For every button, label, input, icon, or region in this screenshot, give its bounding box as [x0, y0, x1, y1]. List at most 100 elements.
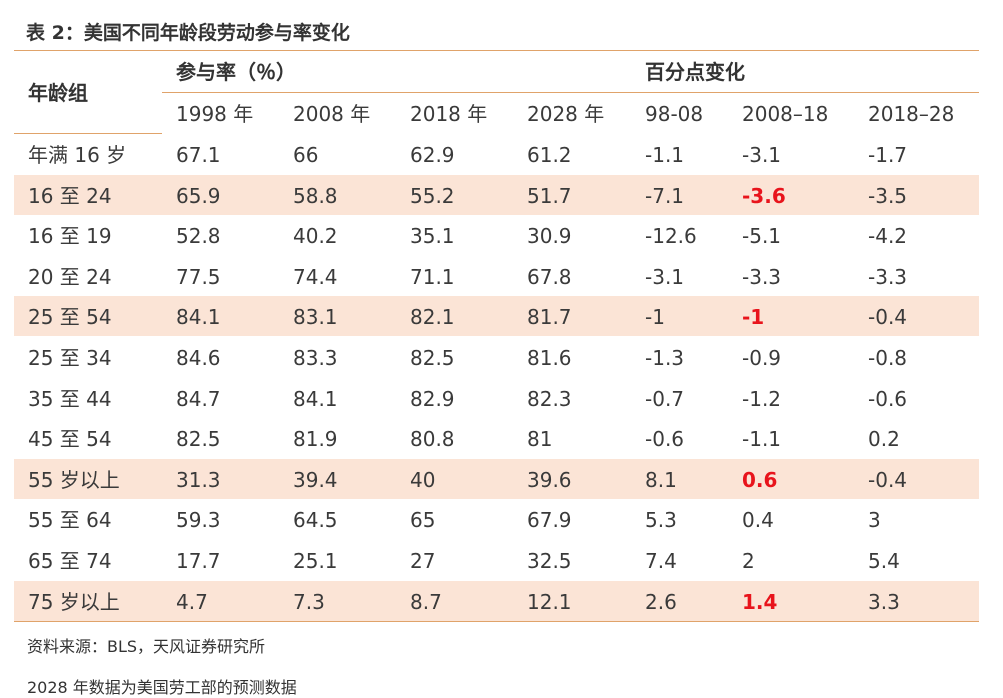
- table-cell: 58.8: [293, 183, 338, 208]
- table-cell: 2: [742, 549, 755, 573]
- column-header: 2008 年: [293, 102, 371, 126]
- table-cell: 40.2: [293, 224, 338, 249]
- table-cell: 35.1: [410, 224, 455, 249]
- table-cell: 82.1: [410, 305, 455, 330]
- table-cell: 61.2: [527, 143, 572, 167]
- table-cell: 67.1: [176, 143, 221, 167]
- row-label: 55 至 64: [28, 508, 112, 533]
- header-mid-rule: [162, 92, 979, 93]
- table-cell: 82.5: [410, 346, 455, 370]
- table-cell: 81: [527, 427, 553, 452]
- row-label: 35 至 44: [28, 386, 112, 411]
- source-note: 资料来源：BLS，天风证券研究所: [27, 637, 266, 656]
- table-cell: 51.7: [527, 183, 572, 208]
- table-cell: 59.3: [176, 508, 221, 533]
- row-label: 25 至 54: [28, 305, 112, 330]
- table-cell: 0.2: [868, 427, 900, 452]
- table-cell: -5.1: [742, 224, 782, 249]
- row-highlight: [14, 174, 979, 215]
- footnote: 2028 年数据为美国劳工部的预测数据: [27, 678, 297, 697]
- table-cell: 8.1: [645, 467, 677, 492]
- table-cell: 82.3: [527, 386, 572, 411]
- row-label: 25 至 34: [28, 346, 112, 370]
- table-cell: 31.3: [176, 467, 221, 492]
- table-cell: 12.1: [527, 589, 572, 614]
- row-label: 65 至 74: [28, 549, 112, 573]
- table-cell: 84.1: [176, 305, 221, 330]
- table-cell: -0.4: [868, 467, 908, 492]
- table-cell: -7.1: [645, 183, 685, 208]
- table-cell: -0.6: [868, 386, 908, 411]
- row-label: 16 至 19: [28, 224, 112, 249]
- table-cell: 81.7: [527, 305, 572, 330]
- table-cell: -3.1: [742, 143, 782, 167]
- row-label: 16 至 24: [28, 183, 112, 208]
- table-cell: 8.7: [410, 589, 442, 614]
- table-cell: -3.1: [645, 264, 685, 289]
- table-cell: 25.1: [293, 549, 338, 573]
- table-cell: -0.9: [742, 346, 782, 370]
- bottom-rule: [14, 621, 979, 622]
- column-header: 2018–28: [868, 102, 955, 126]
- table-cell: -1: [645, 305, 665, 330]
- table-cell: -1.7: [868, 143, 908, 167]
- row-label: 20 至 24: [28, 264, 112, 289]
- table-cell: 27: [410, 549, 436, 573]
- table-cell: 80.8: [410, 427, 455, 452]
- table-cell: -12.6: [645, 224, 697, 249]
- column-header: 98-08: [645, 102, 704, 126]
- table-cell: 82.9: [410, 386, 455, 411]
- row-label: 年满 16 岁: [28, 143, 127, 167]
- table-cell: 52.8: [176, 224, 221, 249]
- table-cell: 7.3: [293, 589, 325, 614]
- table-cell: -3.3: [742, 264, 782, 289]
- table-cell: 67.9: [527, 508, 572, 533]
- table-cell: 17.7: [176, 549, 221, 573]
- table-cell: -0.8: [868, 346, 908, 370]
- table-cell: 30.9: [527, 224, 572, 249]
- table-cell: 2.6: [645, 589, 677, 614]
- table-cell: 3.3: [868, 589, 900, 614]
- table-cell: 83.1: [293, 305, 338, 330]
- table-cell: 7.4: [645, 549, 677, 573]
- column-header: 2018 年: [410, 102, 488, 126]
- age-group-header: 年龄组: [28, 81, 88, 105]
- table-cell: -1.1: [742, 427, 782, 452]
- row-label: 45 至 54: [28, 427, 112, 452]
- column-header: 2028 年: [527, 102, 605, 126]
- table-cell: -3.6: [742, 183, 786, 208]
- table-cell: 64.5: [293, 508, 338, 533]
- table-cell: 67.8: [527, 264, 572, 289]
- row-highlight: [14, 580, 979, 621]
- table-cell: -3.5: [868, 183, 908, 208]
- table-cell: -1.1: [645, 143, 685, 167]
- row-label: 55 岁以上: [28, 467, 120, 492]
- table-cell: -1.3: [645, 346, 685, 370]
- table-cell: 55.2: [410, 183, 455, 208]
- table-cell: 81.9: [293, 427, 338, 452]
- percentage-change-header: 百分点变化: [645, 60, 745, 84]
- table-cell: 66: [293, 143, 319, 167]
- row-highlight: [14, 458, 979, 499]
- table-cell: 62.9: [410, 143, 455, 167]
- table-cell: 3: [868, 508, 881, 533]
- table-cell: 83.3: [293, 346, 338, 370]
- table-cell: 84.1: [293, 386, 338, 411]
- table-cell: -0.7: [645, 386, 685, 411]
- top-rule: [14, 50, 979, 51]
- column-header: 2008–18: [742, 102, 829, 126]
- table-cell: 4.7: [176, 589, 208, 614]
- table-cell: 40: [410, 467, 436, 492]
- participation-rate-header: 参与率（％）: [176, 60, 296, 84]
- table-cell: 0.4: [742, 508, 774, 533]
- table-cell: 1.4: [742, 589, 778, 614]
- table-cell: 0.6: [742, 467, 778, 492]
- column-header: 1998 年: [176, 102, 254, 126]
- table-cell: 65: [410, 508, 436, 533]
- table-cell: -1.2: [742, 386, 782, 411]
- table-cell: -1: [742, 305, 765, 330]
- table-cell: 84.7: [176, 386, 221, 411]
- table-cell: 5.4: [868, 549, 900, 573]
- table-cell: 82.5: [176, 427, 221, 452]
- table-cell: 65.9: [176, 183, 221, 208]
